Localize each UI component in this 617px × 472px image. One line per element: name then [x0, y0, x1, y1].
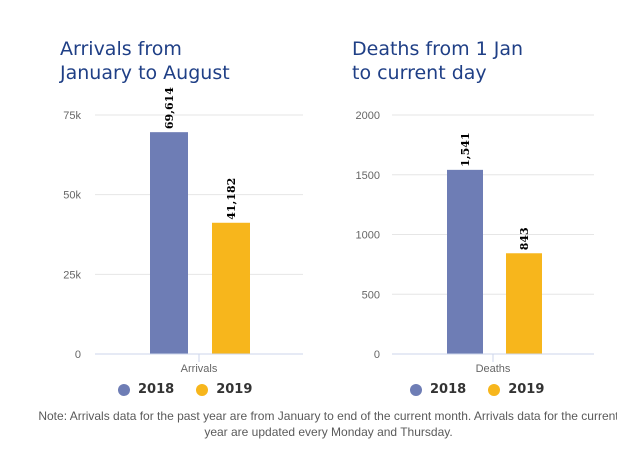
deaths-y-tick-label: 1500: [356, 170, 380, 182]
deaths-y-tick-label: 2000: [356, 110, 380, 122]
deaths-y-tick-label: 500: [362, 289, 380, 301]
footnote: Note: Arrivals data for the past year ar…: [38, 409, 617, 439]
arrivals-y-tick-label: 75k: [63, 110, 81, 122]
arrivals-data-label-2019: 41,182: [225, 178, 238, 220]
legend-dot-2018: [410, 383, 422, 396]
deaths-bar-2018: [447, 169, 483, 354]
legend-item-2019[interactable]: 2019: [196, 382, 252, 397]
legend-item-2018[interactable]: 2018: [410, 382, 466, 397]
arrivals-legend: 2018 2019: [118, 382, 252, 397]
deaths-chart: Deaths from 1 Jan to current day 0 500 100…: [300, 0, 617, 400]
arrivals-y-tick-label: 25k: [63, 269, 81, 281]
deaths-chart-title: Deaths from 1 Jan to current day: [352, 37, 523, 85]
deaths-y-tick-label: 0: [374, 349, 380, 361]
arrivals-bar-2018: [150, 132, 188, 354]
arrivals-chart-title: Arrivals from January to August: [60, 37, 230, 85]
legend-label-2018: 2018: [430, 382, 467, 397]
legend-item-2019[interactable]: 2019: [488, 382, 544, 397]
arrivals-chart: Arrivals from January to August 0 25k 50k 7…: [0, 0, 320, 400]
arrivals-data-label-2018: 69,614: [163, 87, 176, 129]
legend-item-2018[interactable]: 2018: [118, 382, 174, 397]
deaths-y-tick-label: 1000: [356, 230, 380, 242]
legend-dot-2019: [196, 383, 209, 396]
arrivals-plot: 0 25k 50k 75k 69,614 41,182 Arrivals: [63, 87, 303, 375]
arrivals-title-line-2: January to August: [60, 62, 230, 84]
arrivals-y-tick-label: 0: [75, 349, 81, 361]
deaths-title-line-1: Deaths from 1 Jan: [352, 38, 524, 60]
legend-dot-2018: [118, 383, 130, 396]
legend-label-2019: 2019: [508, 382, 545, 397]
legend-dot-2019: [488, 383, 501, 396]
arrivals-bar-2019: [212, 222, 250, 354]
deaths-data-label-2018: 1,541: [459, 132, 472, 166]
deaths-x-axis-label: Deaths: [476, 363, 511, 375]
legend-label-2018: 2018: [138, 382, 175, 397]
arrivals-title-line-1: Arrivals from: [60, 38, 182, 60]
deaths-bar-2019: [506, 253, 542, 354]
arrivals-y-tick-label: 50k: [63, 190, 81, 202]
arrivals-x-axis-label: Arrivals: [181, 363, 218, 375]
legend-label-2019: 2019: [216, 382, 253, 397]
deaths-plot: 0 500 1000 1500 2000 1,541 843 Deaths: [356, 110, 594, 375]
deaths-data-label-2019: 843: [518, 227, 531, 250]
deaths-title-line-2: to current day: [352, 62, 487, 84]
deaths-legend: 2018 2019: [410, 382, 544, 397]
